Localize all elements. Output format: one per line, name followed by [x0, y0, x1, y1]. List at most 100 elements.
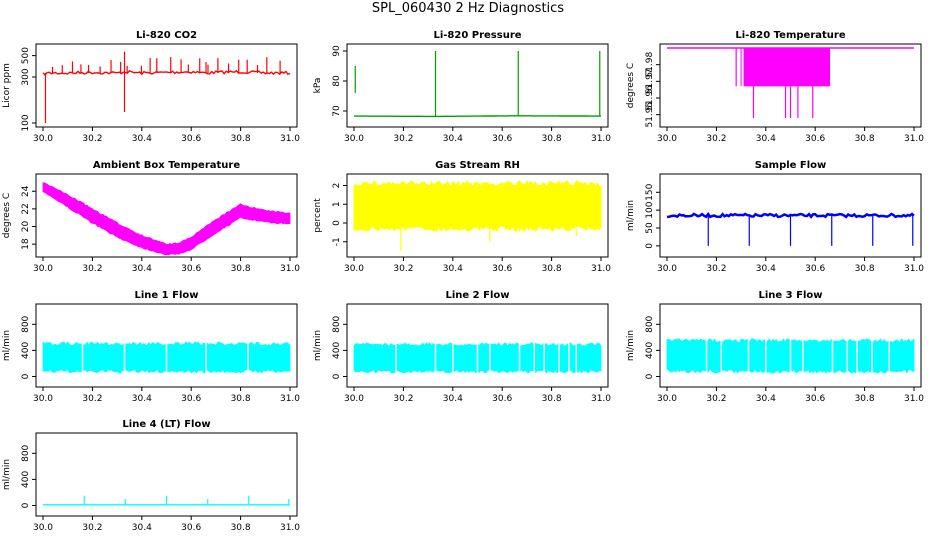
x-tick-label: 30.2: [706, 394, 726, 404]
x-tick-label: 31.0: [280, 523, 300, 533]
x-tick-label: 30.4: [756, 394, 776, 404]
x-tick-label: 30.6: [181, 134, 201, 144]
plot-title: Gas Stream RH: [435, 160, 520, 171]
x-tick-label: 30.2: [82, 523, 102, 533]
y-tick-label: 400: [21, 471, 31, 488]
chart-line3: Line 3 Flow ml/min 30.0 30.2 30.4 30.6 30.8 31.…: [626, 290, 924, 404]
x-tick-label: 30.0: [657, 264, 677, 274]
y-tick-label: 20: [21, 221, 31, 233]
plot-title: Ambient Box Temperature: [93, 160, 240, 171]
chart-line2: Line 2 Flow ml/min 30.0 30.2 30.4 30.6 30.8 31.…: [313, 290, 611, 404]
x-tick-label: 30.0: [33, 134, 53, 144]
chart-line4: Line 4 (LT) Flow ml/min 30.0 30.2 30.4 30.6 30…: [2, 419, 300, 533]
chart-line1: Line 1 Flow ml/min 30.0 30.2 30.4 30.6 30.8 31.…: [2, 290, 300, 404]
x-tick-label: 30.6: [492, 394, 512, 404]
x-tick-label: 30.4: [132, 394, 152, 404]
x-tick-label: 30.0: [344, 394, 364, 404]
x-tick-label: 31.0: [591, 264, 611, 274]
x-tick-label: 30.6: [492, 134, 512, 144]
y-tick-label: 70: [332, 105, 342, 117]
y-axis-label: ml/min: [313, 330, 323, 361]
y-tick-label: 0: [21, 502, 31, 508]
y-tick-label: 800: [21, 315, 31, 332]
y-tick-label: 22: [21, 203, 31, 214]
x-tick-label: 30.4: [132, 134, 152, 144]
plot-frame: [35, 43, 298, 128]
chart-ambient: Ambient Box Temperature degrees C 30.0 30.2…: [2, 160, 300, 274]
x-tick-label: 30.0: [657, 134, 677, 144]
plot-frame: [659, 173, 922, 258]
y-tick-label: 400: [21, 342, 31, 359]
x-tick-label: 30.0: [344, 264, 364, 274]
x-tick-label: 30.6: [805, 264, 825, 274]
y-tick-label: 400: [645, 342, 655, 359]
chart-co2: Li-820 CO2 Licor ppm 30.0 30.2 30.4 30.6 30.8 3…: [2, 30, 300, 144]
y-axis-label: ml/min: [626, 200, 636, 231]
data-band: [42, 182, 291, 256]
x-tick-label: 30.8: [542, 134, 562, 144]
x-tick-label: 30.4: [443, 264, 463, 274]
y-axis-label: kPa: [313, 78, 323, 94]
y-tick-label: 500: [21, 47, 31, 64]
x-tick-label: 31.0: [904, 394, 924, 404]
page-title: SPL_060430 2 Hz Diagnostics: [371, 1, 565, 16]
y-tick-label: 2: [332, 183, 342, 189]
x-tick-label: 30.4: [443, 394, 463, 404]
x-tick-label: 30.2: [82, 394, 102, 404]
x-tick-label: 30.4: [443, 134, 463, 144]
plot-title: Line 4 (LT) Flow: [122, 419, 210, 430]
x-tick-label: 31.0: [904, 264, 924, 274]
x-tick-label: 31.0: [280, 394, 300, 404]
plot-frame: [659, 303, 922, 388]
y-tick-label: 24: [21, 185, 31, 197]
plot-frame: [35, 432, 298, 517]
x-tick-label: 30.6: [805, 394, 825, 404]
x-tick-label: 30.2: [82, 134, 102, 144]
plot-frame: [35, 173, 298, 258]
plot-title: Li-820 CO2: [136, 30, 197, 41]
y-tick-label: 1: [332, 201, 342, 207]
data-line: [42, 69, 291, 77]
x-tick-label: 30.8: [231, 264, 251, 274]
x-tick-label: 30.8: [231, 134, 251, 144]
x-tick-label: 30.6: [181, 394, 201, 404]
y-tick-label: -1: [332, 237, 342, 246]
x-tick-label: 30.4: [756, 264, 776, 274]
x-tick-label: 30.8: [855, 134, 875, 144]
y-tick-label: 0: [645, 373, 655, 379]
x-tick-label: 30.0: [344, 134, 364, 144]
x-tick-label: 30.4: [756, 134, 776, 144]
data-band: [353, 180, 602, 233]
y-tick-label: 800: [332, 315, 342, 332]
data-line: [354, 115, 601, 118]
plot-title: Line 2 Flow: [446, 290, 510, 301]
y-tick-label: 800: [21, 444, 31, 461]
x-tick-label: 30.2: [393, 394, 413, 404]
data-line: [666, 211, 915, 219]
x-tick-label: 30.6: [181, 523, 201, 533]
y-axis-label: ml/min: [2, 459, 12, 490]
x-tick-label: 30.0: [657, 394, 677, 404]
plot-title: Line 1 Flow: [135, 290, 199, 301]
x-tick-label: 30.2: [82, 264, 102, 274]
x-tick-label: 30.0: [33, 523, 53, 533]
x-tick-label: 30.4: [132, 523, 152, 533]
y-tick-label: 51.98: [645, 52, 655, 78]
x-tick-label: 30.6: [492, 264, 512, 274]
y-tick-label: 80: [332, 75, 342, 87]
y-tick-label: 90: [332, 45, 342, 57]
chart-sample: Sample Flow ml/min 30.0 30.2 30.4 30.6 30.8 31.…: [626, 160, 924, 274]
plot-title: Sample Flow: [755, 160, 827, 171]
y-tick-label: 51.96: [645, 85, 655, 111]
x-tick-label: 30.8: [542, 394, 562, 404]
x-tick-label: 30.6: [805, 134, 825, 144]
x-tick-label: 30.2: [706, 264, 726, 274]
x-tick-label: 31.0: [904, 134, 924, 144]
x-tick-label: 31.0: [591, 134, 611, 144]
x-tick-label: 30.2: [393, 134, 413, 144]
x-tick-label: 30.2: [706, 134, 726, 144]
x-tick-label: 30.0: [33, 264, 53, 274]
y-tick-label: 50: [645, 222, 655, 234]
y-tick-label: 800: [645, 315, 655, 332]
